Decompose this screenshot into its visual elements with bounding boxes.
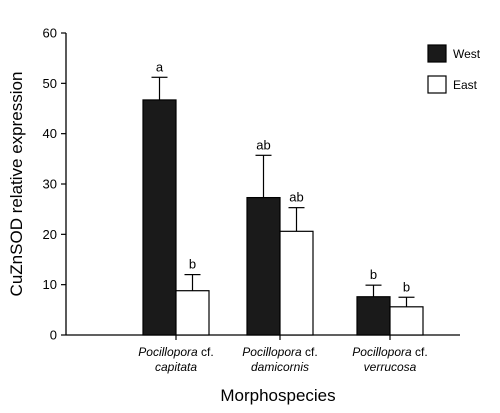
y-axis-title: CuZnSOD relative expression: [7, 72, 26, 297]
bar-west: [356, 296, 391, 336]
category-label: Pocillopora cf.: [242, 345, 317, 359]
y-tick-label: 40: [43, 126, 57, 141]
legend-swatch: [427, 75, 447, 94]
significance-label: b: [189, 257, 196, 272]
y-tick-label: 50: [43, 76, 57, 91]
category-label: Pocillopora cf.: [138, 345, 213, 359]
category-label: Pocillopora cf.: [352, 345, 427, 359]
significance-label: ab: [289, 190, 303, 205]
legend-label: East: [453, 78, 478, 92]
category-species: verrucosa: [364, 360, 417, 374]
y-tick-label: 60: [43, 26, 57, 41]
category-species: damicornis: [251, 360, 309, 374]
bar-east: [389, 306, 424, 336]
category-qualifier: cf.: [198, 345, 214, 359]
legend-label: West: [453, 47, 481, 61]
significance-label: b: [403, 279, 410, 294]
category-qualifier: cf.: [412, 345, 428, 359]
y-tick-label: 10: [43, 277, 57, 292]
y-tick-label: 30: [43, 177, 57, 192]
bar-east: [279, 230, 314, 336]
category-qualifier: cf.: [302, 345, 318, 359]
bar-west: [246, 196, 281, 336]
bar-west: [142, 99, 177, 336]
legend-swatch: [427, 44, 447, 63]
bar-east: [175, 290, 210, 336]
chart-legend: West East: [427, 44, 481, 94]
category-species: capitata: [155, 360, 197, 374]
x-axis-title: Morphospecies: [220, 386, 335, 405]
significance-label: a: [156, 59, 164, 74]
category-genus: Pocillopora: [138, 345, 198, 359]
category-genus: Pocillopora: [242, 345, 302, 359]
significance-label: b: [370, 267, 377, 282]
y-tick-label: 20: [43, 227, 57, 242]
significance-label: ab: [256, 137, 270, 152]
y-tick-label: 0: [50, 328, 57, 343]
category-genus: Pocillopora: [352, 345, 412, 359]
